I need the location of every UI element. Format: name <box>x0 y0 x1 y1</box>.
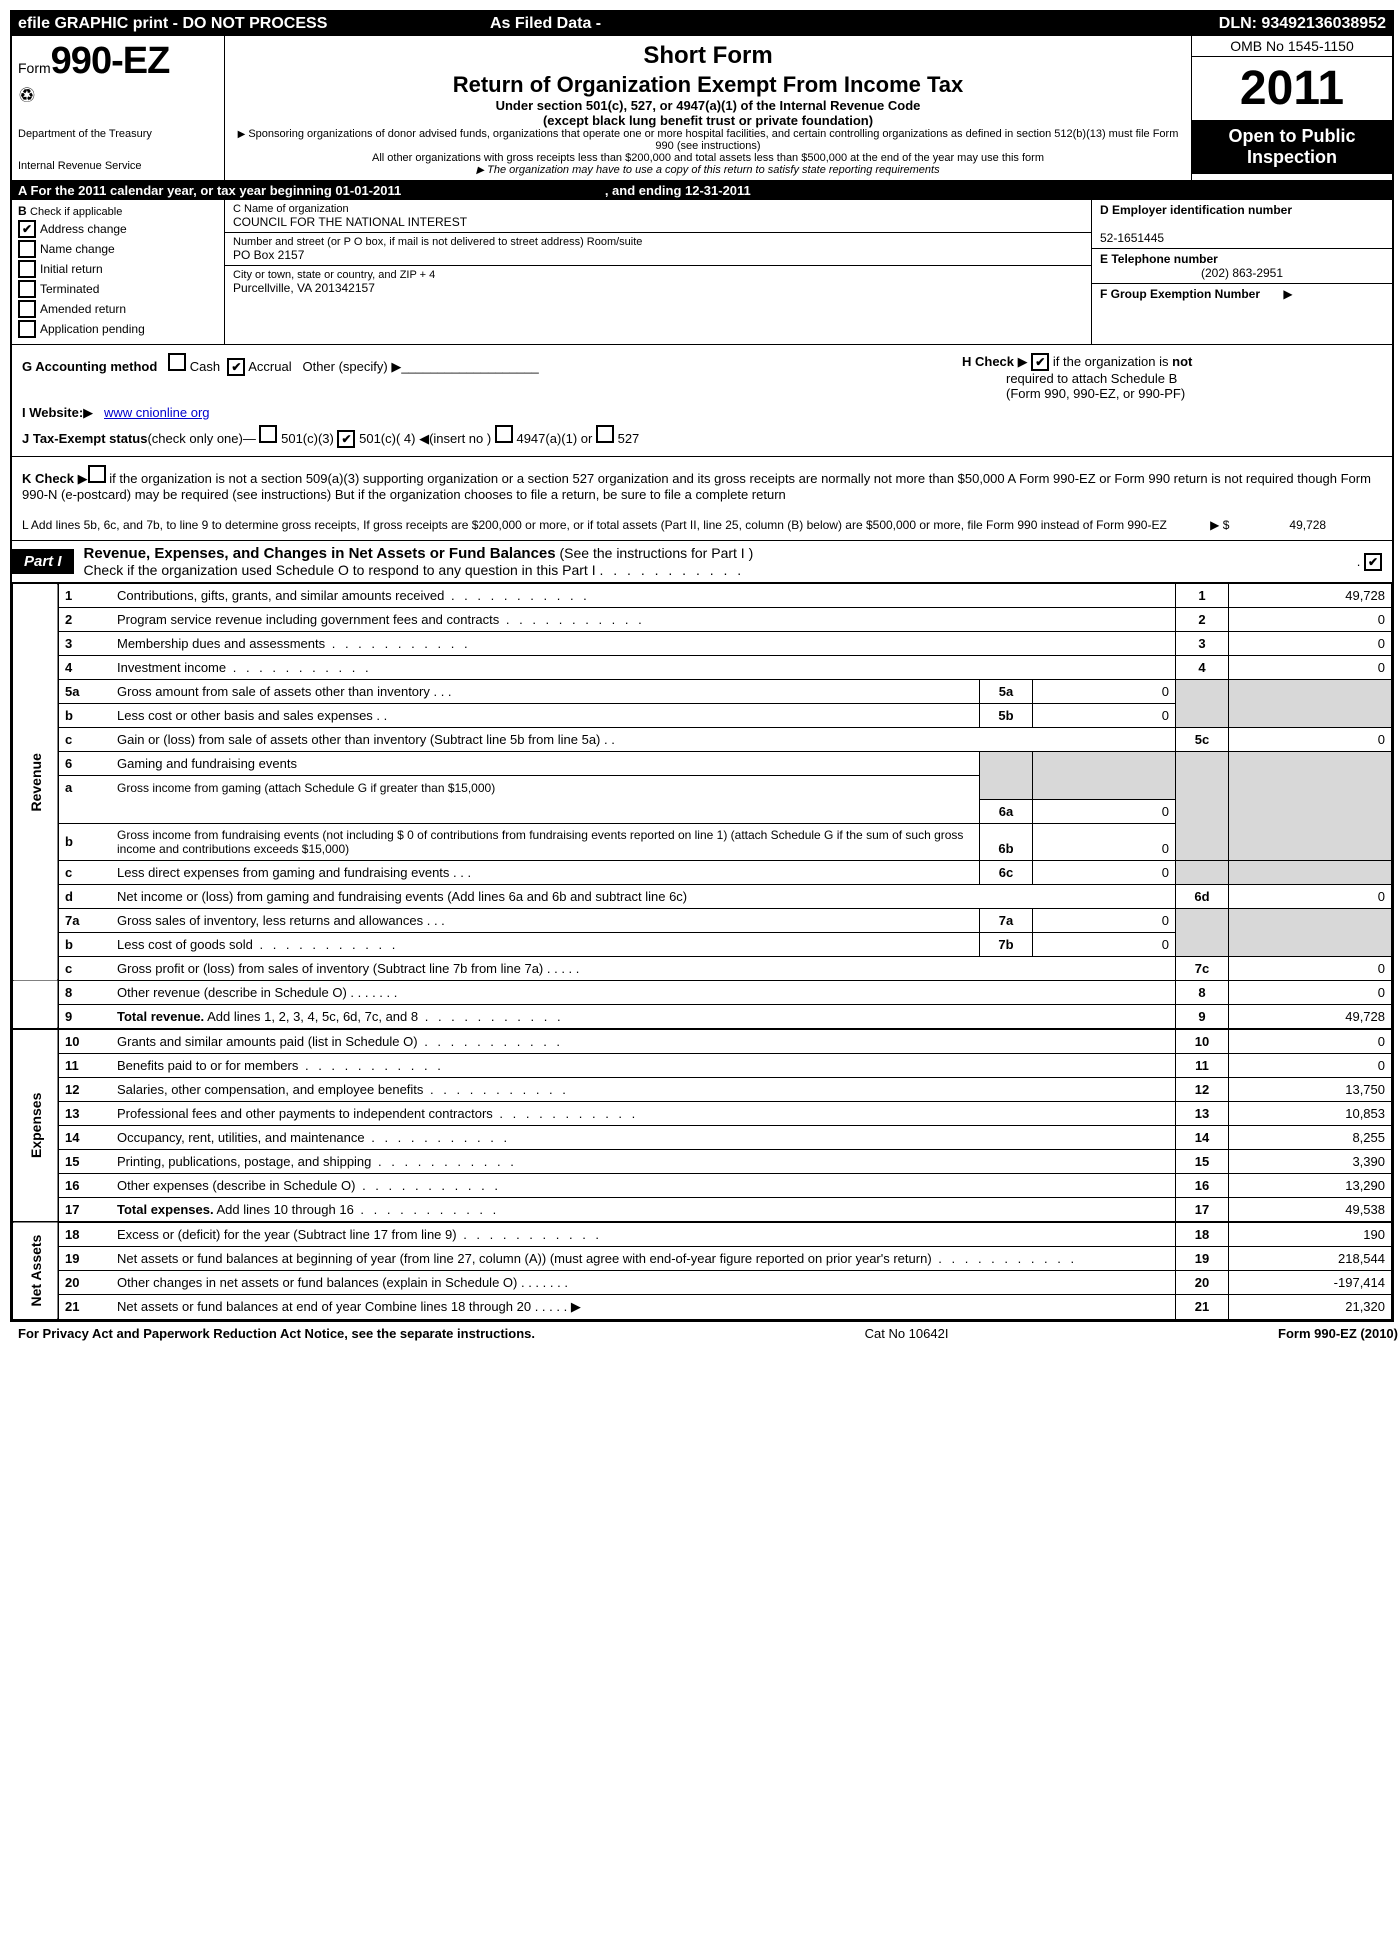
line-1-value: 49,728 <box>1229 584 1392 608</box>
501c4-check[interactable] <box>337 430 355 448</box>
part-i-title: Revenue, Expenses, and Changes in Net As… <box>74 541 1357 582</box>
short-form-title: Short Form <box>235 42 1181 70</box>
topbar-left: efile GRAPHIC print - DO NOT PROCESS <box>18 15 327 33</box>
footer-catno: Cat No 10642I <box>865 1326 949 1341</box>
top-bar: efile GRAPHIC print - DO NOT PROCESS As … <box>12 12 1392 36</box>
netassets-side-label: Net Assets <box>13 1222 59 1320</box>
header-note-3: The organization may have to use a copy … <box>235 164 1181 176</box>
4947-check[interactable] <box>495 425 513 443</box>
footer-privacy: For Privacy Act and Paperwork Reduction … <box>18 1326 535 1341</box>
k-check[interactable] <box>88 465 106 483</box>
subtitle-2: (except black lung benefit trust or priv… <box>235 113 1181 128</box>
part-i-schedule-o: . <box>1357 553 1392 571</box>
section-i-website: I Website:▶ www cnionline org <box>12 403 1392 423</box>
form-number: 990-EZ <box>51 40 170 82</box>
accrual-check[interactable] <box>227 358 245 376</box>
header-right: OMB No 1545-1150 2011 Open to Public Ins… <box>1191 36 1392 180</box>
column-d-ids: D Employer identification number 52-1651… <box>1092 200 1392 344</box>
subtitle-1: Under section 501(c), 527, or 4947(a)(1)… <box>235 98 1181 113</box>
omb-number: OMB No 1545-1150 <box>1192 36 1392 57</box>
revenue-side-label: Revenue <box>13 584 59 981</box>
527-check[interactable] <box>596 425 614 443</box>
org-info-block: B Check if applicable Address change Nam… <box>12 200 1392 345</box>
dept-irs: Internal Revenue Service <box>18 160 218 172</box>
page-footer: For Privacy Act and Paperwork Reduction … <box>10 1322 1400 1345</box>
net-assets-end: 21,320 <box>1229 1294 1392 1319</box>
footer-form: Form 990-EZ (2010) <box>1278 1326 1398 1341</box>
open-public-badge: Open to Public Inspection <box>1192 120 1392 174</box>
telephone-value: (202) 863-2951 <box>1100 266 1384 280</box>
part-i-label: Part I <box>12 549 74 574</box>
form-prefix: Form <box>18 60 51 76</box>
recycle-icon: ♽ <box>18 83 218 108</box>
tax-year: 2011 <box>1192 57 1392 120</box>
org-name: COUNCIL FOR THE NATIONAL INTEREST <box>233 215 1083 229</box>
column-c-org: C Name of organization COUNCIL FOR THE N… <box>225 200 1092 344</box>
section-j-status: J Tax-Exempt status(check only one)— 501… <box>12 423 1392 457</box>
header-note-2: All other organizations with gross recei… <box>235 152 1181 164</box>
total-revenue: 49,728 <box>1229 1004 1392 1029</box>
header-left: Form990-EZ ♽ Department of the Treasury … <box>12 36 225 180</box>
dept-treasury: Department of the Treasury <box>18 128 218 140</box>
terminated-check[interactable] <box>18 280 36 298</box>
address-change-check[interactable] <box>18 220 36 238</box>
schedule-o-check[interactable] <box>1364 553 1382 571</box>
h-check[interactable] <box>1031 353 1049 371</box>
group-arrow: ▶ <box>1283 287 1292 301</box>
pending-check[interactable] <box>18 320 36 338</box>
total-expenses: 49,538 <box>1229 1197 1392 1222</box>
header-note-1: Sponsoring organizations of donor advise… <box>235 128 1181 152</box>
column-b-checkboxes: B Check if applicable Address change Nam… <box>12 200 225 344</box>
org-city: Purcellville, VA 201342157 <box>233 281 1083 295</box>
form-990ez-page: efile GRAPHIC print - DO NOT PROCESS As … <box>10 10 1394 1322</box>
cash-check[interactable] <box>168 353 186 371</box>
section-g-h: G Accounting method Cash Accrual Other (… <box>12 345 1392 403</box>
website-link[interactable]: www cnionline org <box>104 405 210 420</box>
part-i-table: Revenue 1 Contributions, gifts, grants, … <box>12 583 1392 1320</box>
amended-check[interactable] <box>18 300 36 318</box>
part-i-header: Part I Revenue, Expenses, and Changes in… <box>12 541 1392 583</box>
section-k: K Check ▶ if the organization is not a s… <box>12 457 1392 510</box>
topbar-right: DLN: 93492136038952 <box>1219 15 1386 33</box>
gross-receipts: 49,728 <box>1289 518 1326 532</box>
topbar-center: As Filed Data - <box>490 15 601 33</box>
expenses-side-label: Expenses <box>13 1029 59 1222</box>
name-change-check[interactable] <box>18 240 36 258</box>
row-a-tax-year: A For the 2011 calendar year, or tax yea… <box>12 181 1392 200</box>
main-title: Return of Organization Exempt From Incom… <box>235 72 1181 98</box>
header-center: Short Form Return of Organization Exempt… <box>225 36 1191 180</box>
ein-value: 52-1651445 <box>1100 231 1164 245</box>
section-l: L Add lines 5b, 6c, and 7b, to line 9 to… <box>12 510 1392 541</box>
initial-return-check[interactable] <box>18 260 36 278</box>
org-address: PO Box 2157 <box>233 248 1083 262</box>
form-header: Form990-EZ ♽ Department of the Treasury … <box>12 36 1392 181</box>
501c3-check[interactable] <box>259 425 277 443</box>
